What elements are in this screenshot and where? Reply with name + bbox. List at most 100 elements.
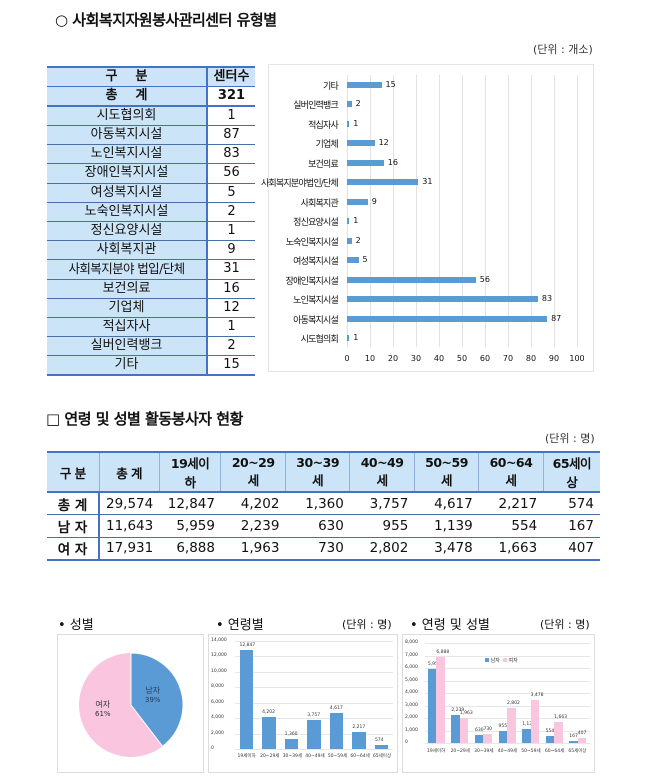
y-tick-label: 14,000	[211, 638, 227, 643]
cell: 6,888	[159, 537, 221, 561]
age-chart-title: • 연령별	[216, 618, 264, 633]
row-value: 2	[207, 336, 255, 357]
cell: 11,643	[99, 514, 160, 538]
cell: 1,663	[478, 537, 544, 561]
section1-unit: (단위 : 개소)	[533, 43, 593, 56]
bar	[347, 140, 375, 147]
bar	[347, 276, 476, 283]
gridline	[425, 655, 590, 657]
pie-female-label: 여자	[95, 700, 111, 709]
section2-unit: (단위 : 명)	[545, 432, 595, 445]
bar-value-label: 6,888	[436, 649, 450, 655]
x-tick-label: 65세이상	[568, 749, 587, 754]
gridline	[416, 75, 417, 347]
x-tick-label: 40~49세	[305, 754, 325, 759]
x-tick-label: 80	[525, 354, 537, 363]
header-category: 구 분	[47, 451, 100, 493]
bar-value-label: 574	[374, 737, 384, 743]
row-value: 15	[207, 355, 255, 377]
center-type-table: 구 분 센터수 총 계 321 시도협의회 1 아동복지시설 87 노인복지시설 83…	[47, 66, 255, 377]
bar-value-label: 1	[353, 216, 359, 226]
cell: 1,963	[220, 537, 286, 561]
bar	[347, 81, 382, 88]
bar-value-label: 2	[355, 99, 361, 109]
bar-value-label: 167	[569, 733, 578, 739]
y-tick-label: 12,000	[211, 653, 227, 659]
row-value: 83	[207, 144, 255, 165]
bar-value-label: 2,802	[507, 700, 520, 706]
row-label: 노인복지시설	[47, 144, 208, 165]
x-tick-label: 30~39세	[282, 754, 303, 759]
row-label: 적십자사	[47, 317, 208, 338]
bar	[347, 257, 359, 264]
row-value: 2	[207, 202, 255, 222]
row-label: 총 계	[47, 492, 100, 515]
bar-value-label: 4,617	[329, 706, 343, 712]
header-count: 센터수	[207, 66, 255, 87]
gridline	[425, 743, 590, 744]
header-col: 50~59세	[414, 451, 480, 493]
gridline	[439, 75, 440, 347]
bar	[347, 198, 368, 205]
gender-pie-chart: 남자 39% 여자 61%	[57, 634, 204, 773]
cell: 17,931	[99, 537, 160, 561]
y-tick-label: 4,000	[211, 715, 224, 721]
agegender-chart-unit: (단위 : 명)	[540, 618, 590, 631]
row-label: 기업체	[47, 298, 208, 318]
bar	[347, 218, 350, 225]
cell: 167	[543, 514, 600, 538]
bar-value-label: 1	[353, 118, 359, 128]
x-tick-label: 60~64세	[544, 749, 565, 754]
x-tick-label: 60~64세	[350, 754, 370, 759]
row-label: 노숙인복지시설	[47, 202, 208, 222]
x-tick-label: 40	[433, 354, 445, 363]
bar	[347, 315, 548, 322]
y-tick-label: 1,000	[405, 727, 418, 733]
row-label: 정신요양시설	[47, 221, 208, 242]
x-tick-label: 19세이하	[237, 754, 256, 759]
y-tick-label: 8,000	[405, 640, 418, 645]
bar	[347, 120, 350, 127]
x-tick-label: 20~29세	[260, 754, 280, 759]
row-label: 아동복지시설	[47, 125, 208, 146]
row-label: 장애인복지시설	[47, 163, 208, 184]
y-tick-label: 4,000	[405, 690, 418, 695]
y-tick-label: 2,000	[211, 730, 224, 736]
x-tick-label: 0	[344, 354, 350, 363]
gridline	[235, 687, 393, 689]
bar-female	[483, 733, 492, 743]
bar-category-label: 기타	[323, 81, 339, 92]
bar-female	[436, 656, 445, 743]
header-col: 60~64세	[478, 451, 544, 493]
cell: 554	[478, 514, 544, 538]
row-label: 기타	[47, 355, 208, 377]
x-tick-label: 100	[569, 354, 585, 363]
bar-category-label: 정신요양시설	[293, 218, 339, 229]
x-tick-label: 50~59세	[327, 754, 348, 759]
row-label: 보건의료	[47, 279, 208, 299]
bar	[284, 738, 299, 749]
bar-male	[474, 735, 484, 743]
bar-value-label: 630	[474, 728, 484, 734]
gridline	[235, 641, 393, 642]
bar-category-label: 아동복지시설	[293, 315, 339, 326]
gridline	[425, 643, 590, 644]
bar-value-label: 1,663	[554, 715, 568, 721]
cell: 1,360	[285, 492, 350, 515]
row-value: 31	[207, 259, 255, 280]
cell: 4,617	[414, 492, 479, 515]
bar	[329, 713, 344, 749]
section1-title: ○ 사회복지자원봉사관리센터 유형별	[55, 11, 277, 29]
bar-value-label: 1,360	[284, 731, 298, 737]
gridline	[554, 75, 555, 347]
cell: 574	[543, 492, 600, 515]
bar-value-label: 1,963	[459, 711, 473, 717]
row-label: 사회복지분야 법입/단체	[47, 259, 208, 280]
bar-category-label: 적십자사	[308, 120, 339, 131]
y-tick-label: 6,000	[405, 665, 418, 670]
bar-value-label: 5	[362, 255, 368, 265]
bar-category-label: 실버인력뱅크	[293, 101, 339, 112]
row-value: 5	[207, 183, 255, 203]
bar-value-label: 955	[498, 724, 508, 730]
x-tick-label: 20	[387, 354, 399, 363]
